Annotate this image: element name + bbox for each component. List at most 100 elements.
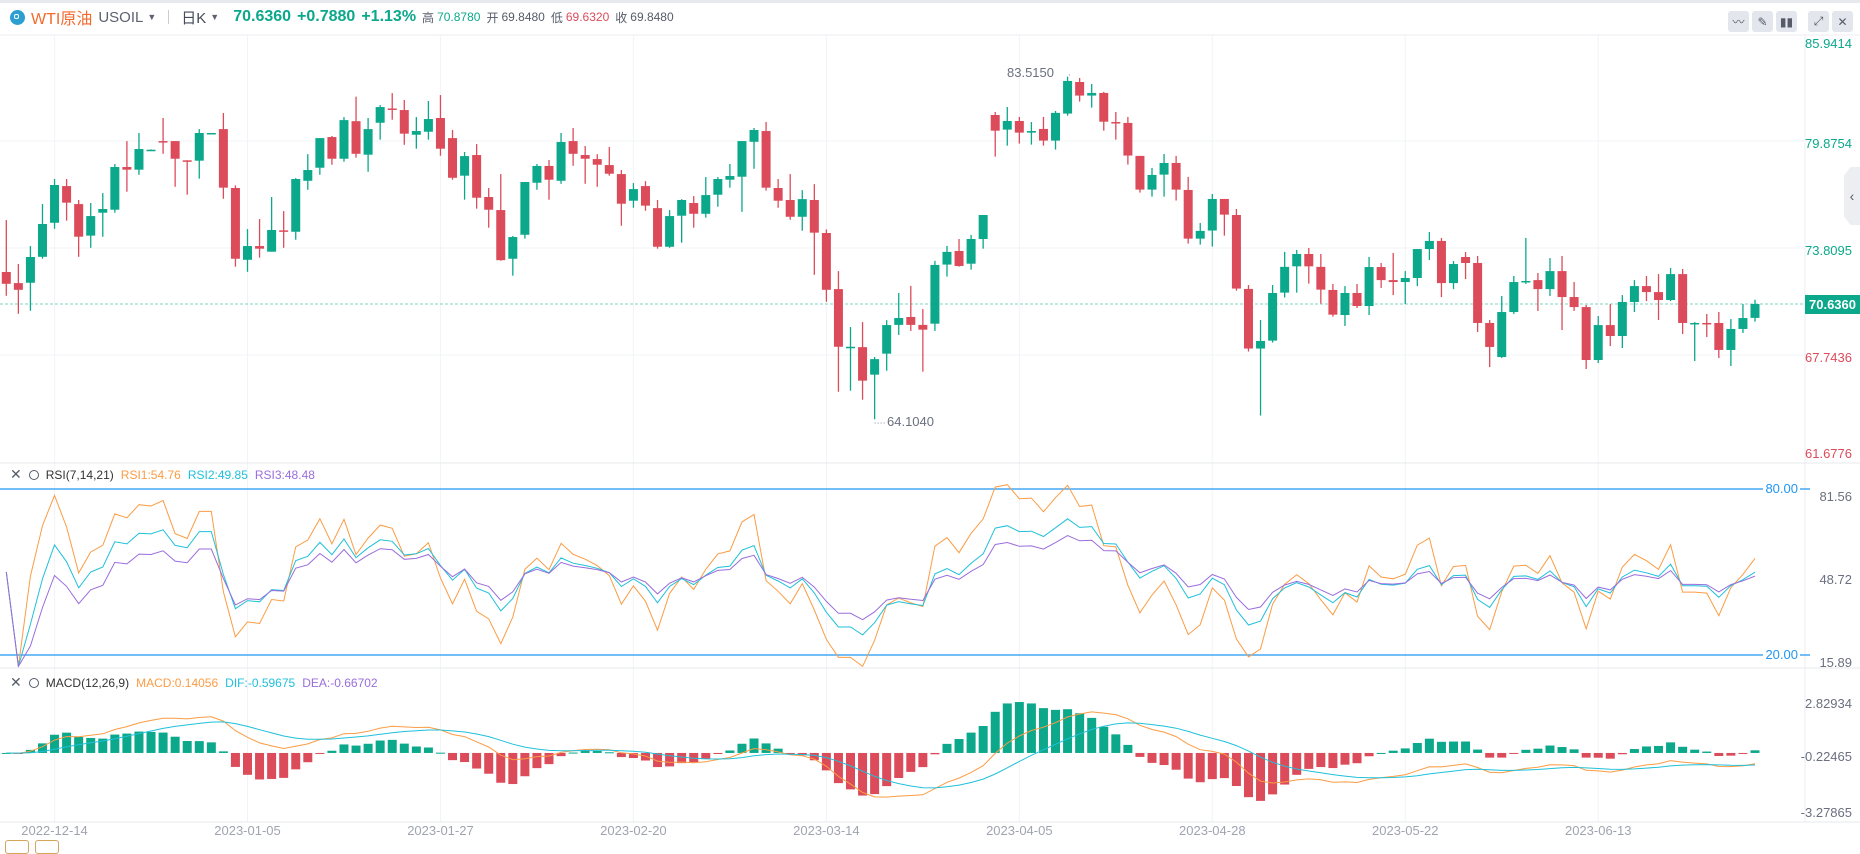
macd-histogram-bar	[399, 743, 409, 753]
macd-histogram-bar	[1497, 752, 1507, 758]
macd-histogram-bar	[1533, 748, 1543, 753]
remove-indicator-icon[interactable]: ✕	[10, 674, 22, 690]
settings-icon[interactable]	[28, 469, 39, 480]
candle-body	[616, 174, 626, 204]
date-tick: 2023-03-14	[793, 823, 860, 838]
candle-body	[1352, 292, 1362, 307]
candle-body	[472, 155, 482, 198]
draw-button[interactable]: ✎	[1752, 11, 1773, 32]
settings-icon[interactable]	[28, 677, 39, 688]
macd-histogram-bar	[1738, 752, 1748, 754]
candle-body	[1231, 215, 1241, 289]
chevron-down-icon[interactable]: ▼	[147, 12, 157, 22]
macd-tick: -3.27865	[1800, 805, 1852, 820]
macd-histogram-bar	[1726, 752, 1736, 756]
macd-histogram-bar	[1569, 749, 1579, 753]
candle-body	[375, 107, 385, 123]
candle-body	[170, 141, 180, 159]
expand-button[interactable]: ⤢	[1808, 11, 1829, 32]
macd-histogram-bar	[62, 732, 72, 753]
macd-histogram-bar	[1461, 741, 1471, 753]
macd-histogram-bar	[1231, 752, 1241, 787]
macd-histogram-bar	[1376, 752, 1386, 754]
macd-histogram-bar	[158, 732, 168, 753]
candle-body	[665, 216, 675, 247]
candle-body	[1581, 307, 1591, 361]
indicator-button[interactable]: 〰	[1728, 11, 1749, 32]
candle-body	[785, 200, 795, 217]
top-border	[0, 0, 1860, 3]
macd-histogram-bar	[182, 740, 192, 753]
macd-histogram-bar	[1714, 752, 1724, 756]
date-tick: 2023-06-13	[1564, 823, 1632, 838]
candle-body	[544, 165, 554, 180]
macd-histogram-bar	[1328, 752, 1338, 769]
macd-histogram-bar	[532, 752, 542, 769]
macd-histogram-bar	[146, 731, 156, 753]
bottom-button[interactable]	[35, 840, 59, 854]
macd-histogram-bar	[1243, 752, 1253, 798]
candle-body	[1473, 262, 1483, 323]
rsi-band-20: 20.00	[1763, 647, 1800, 662]
macd-histogram-bar	[1473, 749, 1483, 753]
macd-histogram-bar	[773, 748, 783, 753]
candle-body	[37, 224, 47, 257]
candle-body	[882, 325, 892, 354]
candle-body	[918, 324, 928, 330]
symbol-selector[interactable]: USOIL	[98, 8, 144, 26]
collapse-panel-button[interactable]: ‹	[1844, 167, 1860, 225]
candle-body	[1207, 198, 1217, 231]
macd-legend: ✕ MACD(12,26,9) MACD:0.14056 DIF:-0.5967…	[10, 674, 378, 691]
dea-value: DEA:-0.66702	[302, 675, 378, 690]
candle-body	[1545, 271, 1555, 290]
remove-indicator-icon[interactable]: ✕	[10, 466, 22, 482]
macd-histogram-bar	[689, 752, 699, 763]
candle-body	[291, 179, 301, 232]
macd-histogram-bar	[954, 739, 964, 753]
candle-body	[1388, 280, 1398, 283]
rsi-legend: ✕ RSI(7,14,21) RSI1:54.76 RSI2:49.85 RSI…	[10, 466, 315, 483]
macd-histogram-bar	[846, 752, 855, 790]
rsi-tick: 81.56	[1819, 489, 1852, 504]
candle-body	[110, 167, 120, 210]
macd-histogram-bar	[86, 737, 96, 753]
candle-body	[1509, 282, 1519, 313]
candle-body	[1436, 240, 1446, 284]
candle-body	[628, 189, 638, 201]
macd-histogram-bar	[267, 752, 277, 779]
date-tick: 2023-01-27	[407, 823, 474, 838]
macd-histogram-bar	[1521, 749, 1531, 753]
macd-histogram-bar	[472, 752, 482, 769]
macd-histogram-bar	[785, 752, 795, 755]
period-selector[interactable]: 日K	[181, 9, 207, 27]
candle-body	[1038, 128, 1048, 141]
candle-body	[460, 156, 470, 176]
rsi1-line	[5, 484, 1756, 668]
candle-body	[592, 159, 602, 165]
price-change-pct: +1.13%	[361, 8, 417, 25]
macd-histogram-bar	[1207, 752, 1217, 780]
close-button[interactable]: ✕	[1832, 11, 1853, 32]
candle-body	[327, 137, 337, 159]
chart-type-button[interactable]: ▮▮	[1776, 11, 1797, 32]
instrument-name[interactable]: WTI原油	[31, 11, 93, 28]
macd-histogram-bar	[616, 752, 626, 758]
rsi-tick: 15.89	[1819, 655, 1852, 670]
candle-body	[484, 197, 494, 210]
macd-histogram-bar	[725, 750, 735, 753]
price-change: +0.7880	[297, 8, 356, 25]
candle-body	[1256, 340, 1266, 349]
macd-histogram-bar	[291, 752, 301, 770]
macd-histogram-bar	[1702, 751, 1712, 753]
candle-body	[1135, 155, 1145, 190]
candle-body	[1569, 297, 1579, 308]
candle-body	[146, 149, 156, 152]
candle-body	[761, 131, 771, 188]
chevron-down-icon[interactable]: ▼	[210, 12, 220, 22]
candle-body	[1629, 286, 1639, 302]
macd-histogram-bar	[460, 752, 470, 763]
macd-histogram-bar	[37, 743, 47, 753]
bottom-button[interactable]	[5, 840, 29, 854]
candle-body	[98, 209, 108, 213]
